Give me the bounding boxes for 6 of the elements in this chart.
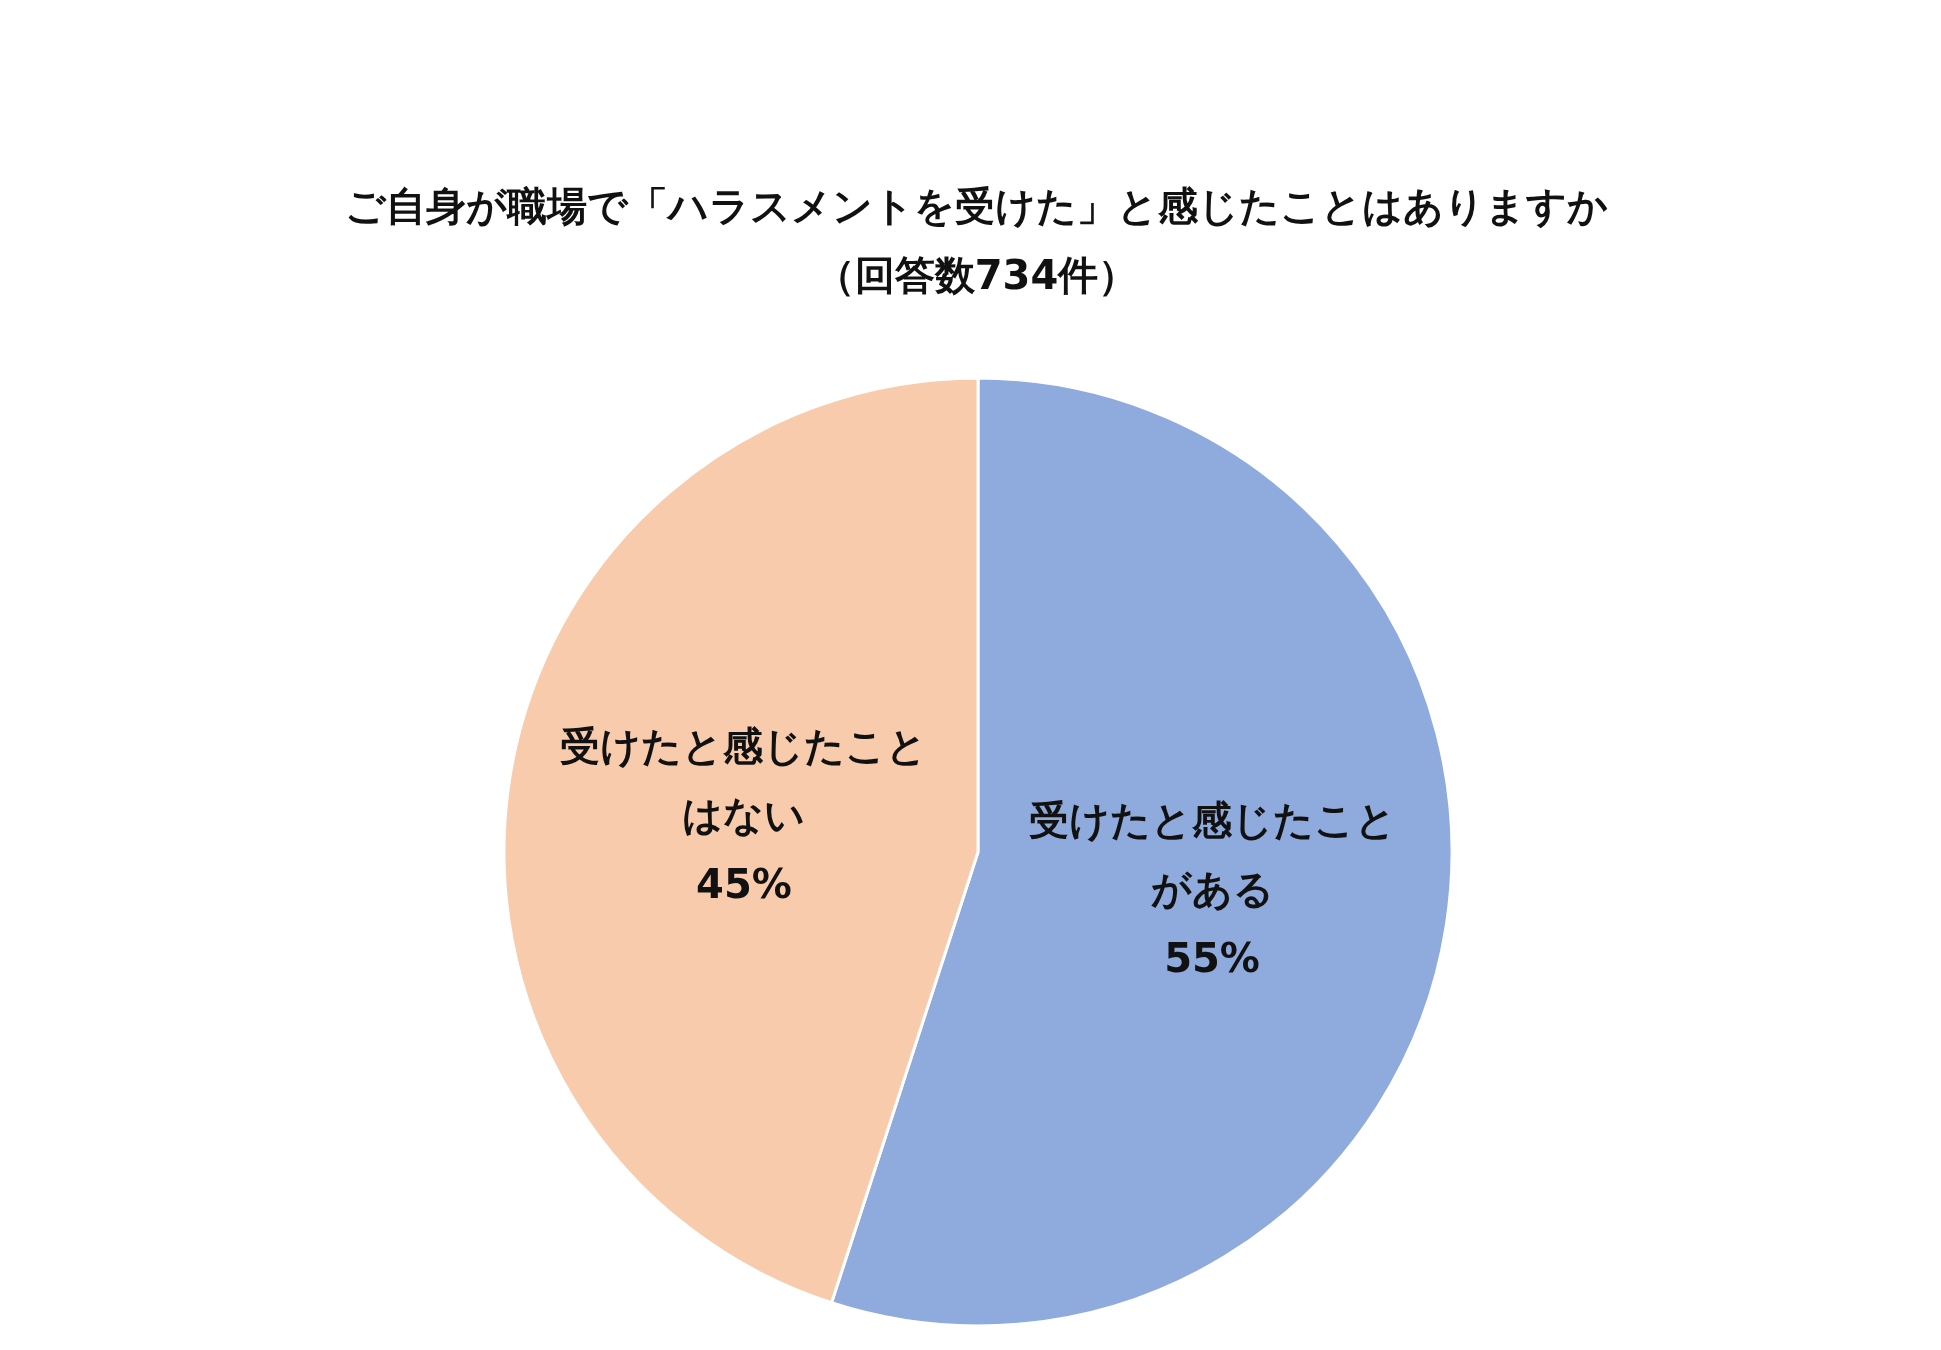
- data-label: 45%: [696, 860, 792, 907]
- slice-label: 受けたと感じたことがある: [1028, 797, 1396, 913]
- chart-title: ご自身が職場で「ハラスメントを受けた」と感じたことはありますか: [345, 183, 1608, 229]
- slice-label: 受けたと感じたことはない: [560, 722, 928, 838]
- chart-subtitle: （回答数734件）: [814, 252, 1139, 298]
- data-label: 55%: [1164, 935, 1260, 982]
